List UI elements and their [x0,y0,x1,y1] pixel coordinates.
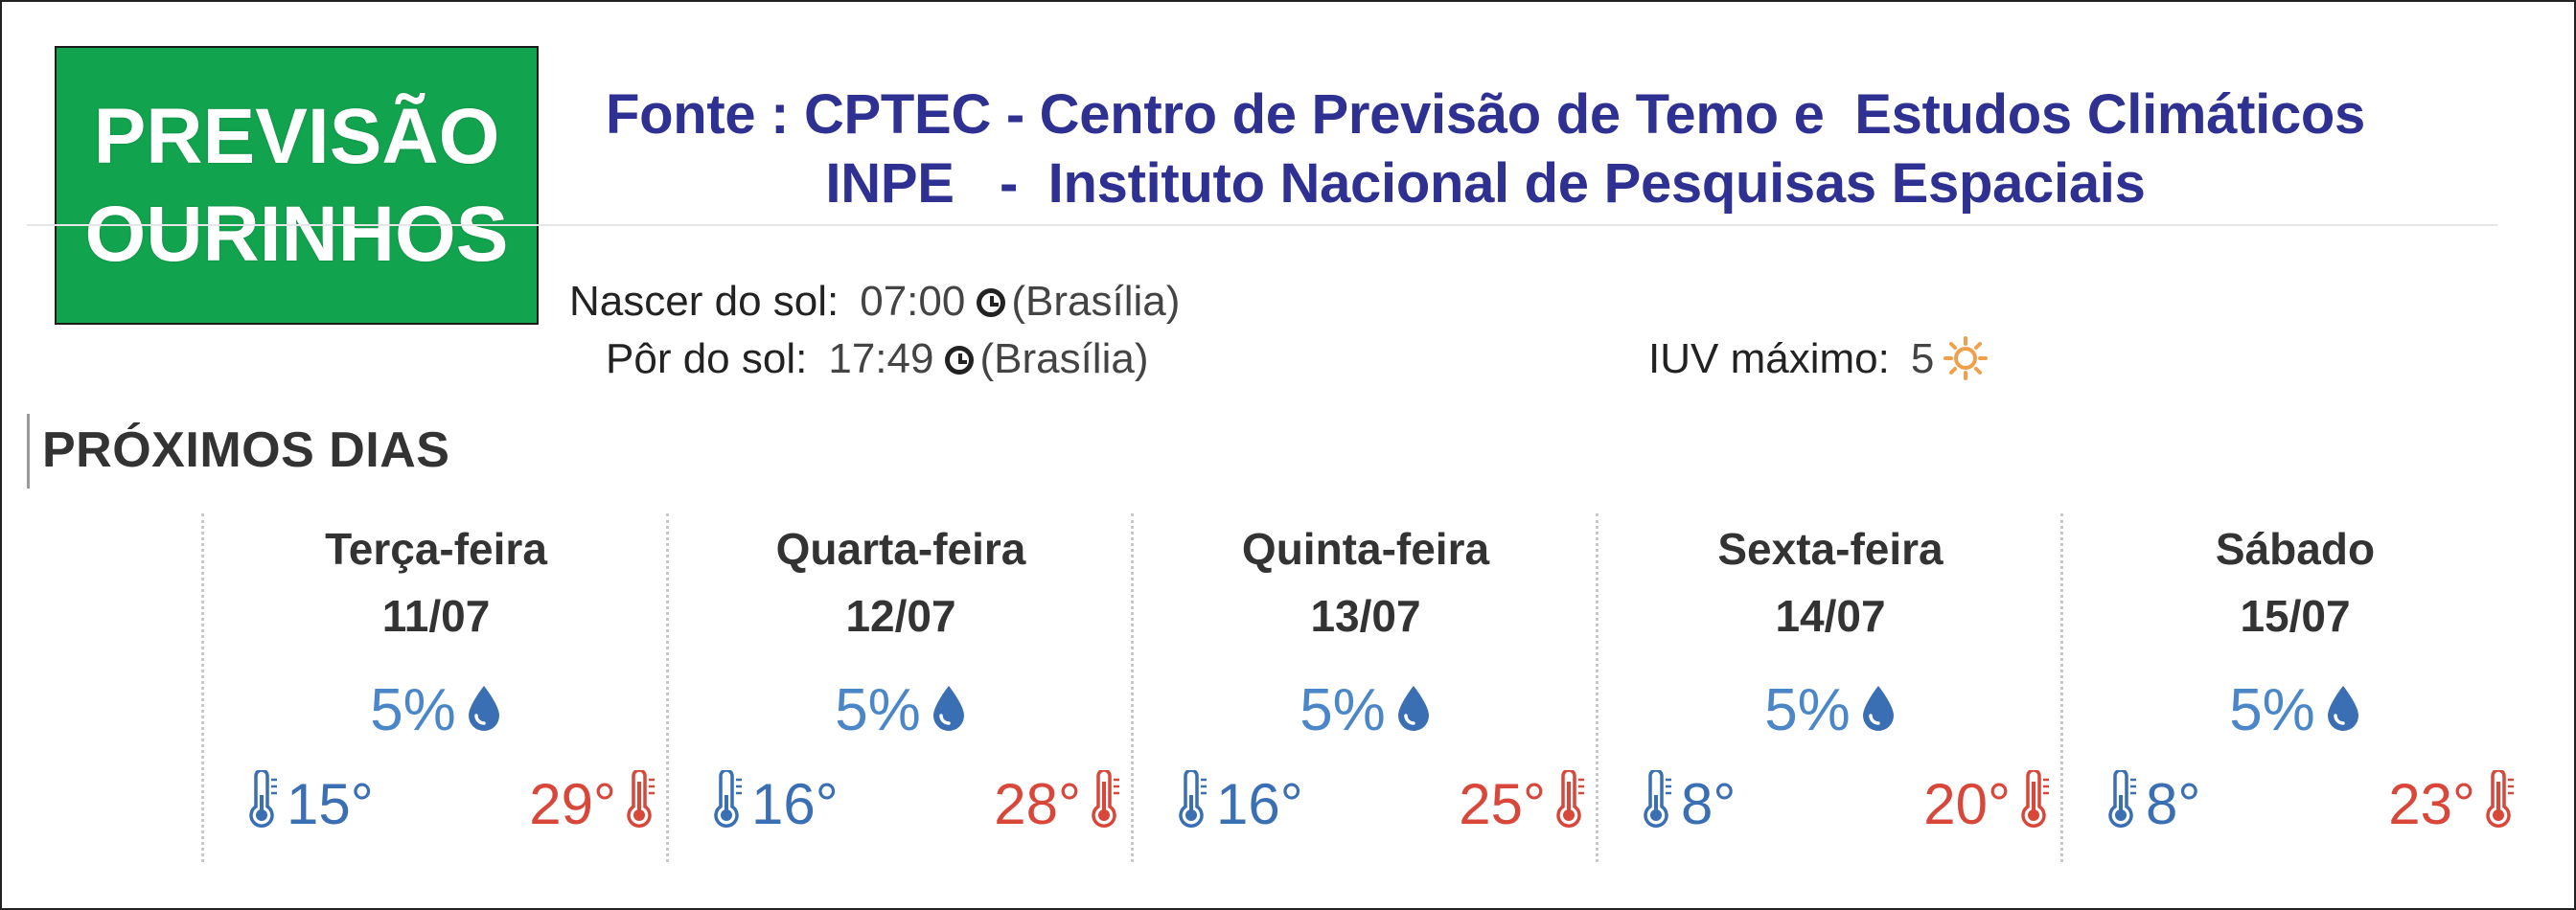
min-temperature: 8° [2105,770,2200,837]
day-date: 15/07 [2240,591,2351,641]
badge-line-1: PREVISÃO [93,92,500,180]
thermometer-cold-icon [249,770,277,828]
rain-chance-value: 5% [370,677,456,743]
thermometer-hot-icon [2021,770,2049,828]
sunset-label: Pôr do sol: [606,335,808,382]
max-temperature: 29° [529,770,656,837]
min-temperature-value: 8° [2146,772,2201,836]
rain-chance: 5% [2063,676,2527,744]
raindrop-icon [468,686,499,731]
forecast-day: Quarta-feira 12/07 5% 16° 28° [666,513,1133,862]
thermometer-cold-icon [2108,770,2136,828]
section-title: PRÓXIMOS DIAS [42,422,450,478]
day-date: 11/07 [381,591,491,641]
min-temperature-value: 16° [751,772,839,836]
thermometer-cold-icon [1179,770,1207,828]
thermometer-hot-icon [1092,770,1119,828]
min-temperature-value: 8° [1681,772,1736,836]
source-line-1: Fonte : CPTEC - Centro de Previsão de Te… [605,83,2366,146]
sun-icon [1944,336,1989,380]
sunrise-time: 07:00 [860,278,966,325]
thermometer-hot-icon [2486,770,2514,828]
day-name: Sábado [2215,524,2376,574]
day-name: Terça-feira [325,524,547,574]
max-temperature: 20° [1923,770,2051,837]
rain-chance-value: 5% [1764,677,1851,743]
clock-icon [945,346,975,375]
header-divider [27,224,2497,226]
sunset-timezone: (Brasília) [979,335,1149,382]
rain-chance-value: 5% [2229,677,2315,743]
rain-chance-value: 5% [1300,677,1386,743]
min-temperature: 16° [711,770,839,837]
max-temperature-value: 20° [1923,772,2011,836]
raindrop-icon [1397,686,1429,731]
max-temperature: 28° [994,770,1121,837]
forecast-days: Terça-feira 11/07 5% 15° 29° Q [201,513,2514,862]
uv-index-row: IUV máximo: 5 [1648,335,1989,383]
sunrise-row: Nascer do sol: 07:00 (Brasília) [569,278,1180,326]
min-temperature: 8° [1641,770,1736,837]
min-temperature: 16° [1176,770,1303,837]
min-temperature: 15° [246,770,374,837]
forecast-day: Quinta-feira 13/07 5% 16° 25° [1131,513,1598,862]
forecast-day: Sábado 15/07 5% 8° 23° [2060,513,2527,862]
thermometer-cold-icon [1644,770,1671,828]
max-temperature-value: 25° [1459,772,1546,836]
max-temperature-value: 23° [2388,772,2475,836]
forecast-day: Terça-feira 11/07 5% 15° 29° [201,513,668,862]
raindrop-icon [2327,686,2358,731]
day-date: 13/07 [1310,591,1421,641]
rain-chance: 5% [1598,676,2062,744]
raindrop-icon [932,686,964,731]
location-badge: PREVISÃO OURINHOS [55,46,539,325]
sunrise-label: Nascer do sol: [569,278,840,325]
max-temperature: 25° [1459,770,1586,837]
day-name: Sexta-feira [1717,524,1944,574]
clock-icon [977,288,1006,317]
max-temperature: 23° [2388,770,2516,837]
forecast-day: Sexta-feira 14/07 5% 8° 20° [1596,513,2062,862]
sunset-time: 17:49 [828,335,934,382]
section-accent-bar [27,414,30,489]
rain-chance: 5% [669,676,1133,744]
rain-chance-value: 5% [835,677,921,743]
min-temperature-value: 16° [1216,772,1303,836]
uv-label: IUV máximo: [1648,335,1890,382]
thermometer-hot-icon [627,770,655,828]
sunset-row: Pôr do sol: 17:49 (Brasília) [606,335,1148,383]
sunrise-timezone: (Brasília) [1011,278,1181,325]
source-line-2: INPE - Instituto Nacional de Pesquisas E… [825,152,2146,215]
max-temperature-value: 29° [529,772,616,836]
uv-value: 5 [1910,335,1935,382]
thermometer-cold-icon [714,770,742,828]
day-name: Quinta-feira [1241,524,1490,574]
day-name: Quarta-feira [775,524,1026,574]
badge-line-2: OURINHOS [84,190,509,278]
rain-chance: 5% [1134,676,1598,744]
thermometer-hot-icon [1556,770,1584,828]
raindrop-icon [1862,686,1894,731]
max-temperature-value: 28° [994,772,1081,836]
min-temperature-value: 15° [287,772,374,836]
day-date: 14/07 [1775,591,1886,641]
rain-chance: 5% [204,676,668,744]
day-date: 12/07 [845,591,956,641]
source-attribution: Fonte : CPTEC - Centro de Previsão de Te… [565,80,2405,218]
